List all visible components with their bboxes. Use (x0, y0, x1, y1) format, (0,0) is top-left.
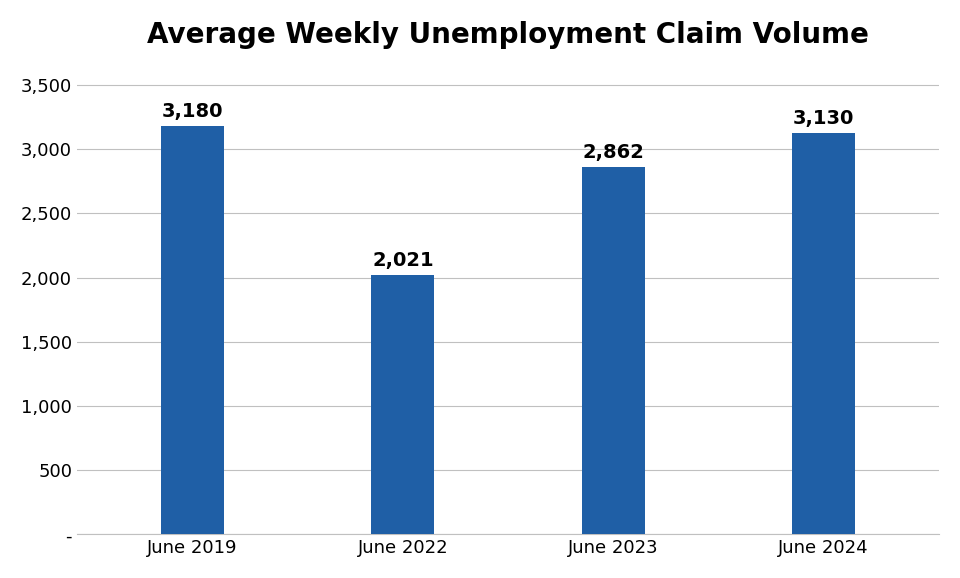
Text: 3,130: 3,130 (793, 109, 854, 128)
Title: Average Weekly Unemployment Claim Volume: Average Weekly Unemployment Claim Volume (147, 21, 869, 49)
Bar (372, 275, 435, 534)
Bar (582, 167, 645, 534)
Bar (792, 132, 855, 534)
Bar (161, 126, 224, 534)
Text: 3,180: 3,180 (162, 102, 224, 121)
Text: 2,862: 2,862 (583, 143, 644, 162)
Text: 2,021: 2,021 (372, 251, 434, 270)
